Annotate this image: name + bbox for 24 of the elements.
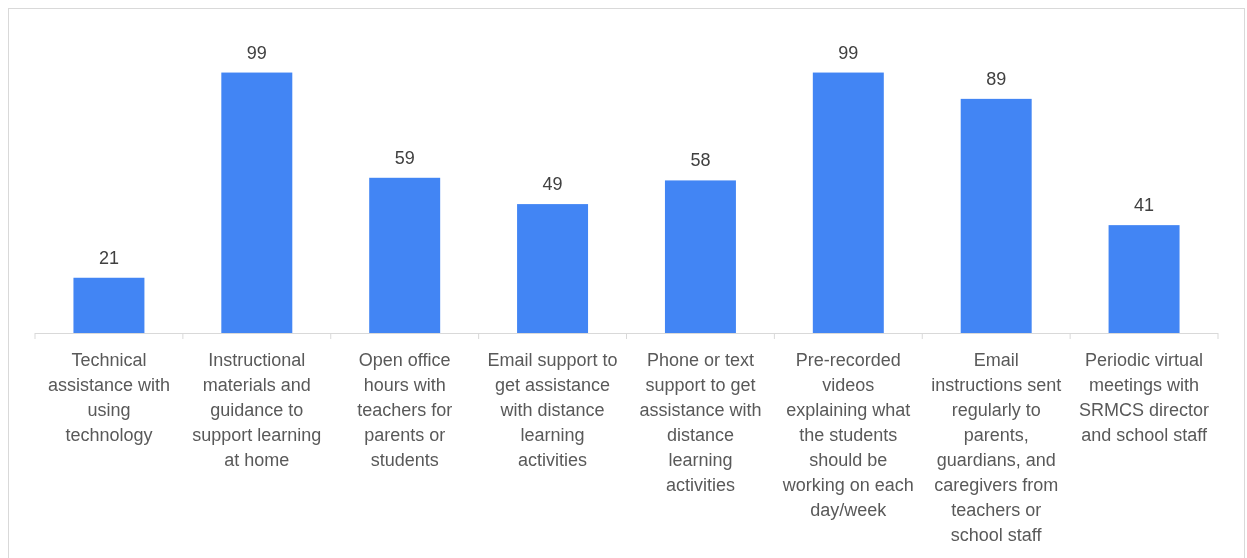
data-label: 99 <box>838 42 859 63</box>
bar <box>960 98 1032 333</box>
data-label: 41 <box>1134 195 1155 216</box>
x-tick-label: Technical assistance with using technology <box>47 350 170 445</box>
x-tick-label: Email support to get assistance with distance learning activities <box>487 350 618 470</box>
x-tick-label: Instructional materials and guidance to support learning at home <box>192 350 322 470</box>
bar <box>221 72 293 333</box>
bar <box>812 72 884 333</box>
bar <box>369 177 441 333</box>
x-tick-label: Open office hours with teachers for parents or students <box>357 350 453 470</box>
bar <box>664 180 736 333</box>
data-label: 99 <box>246 42 267 63</box>
x-tick-label: Email instructions sent regularly to parents, guardians, and caregivers from teachers or school staff <box>931 350 1062 545</box>
data-label: 21 <box>98 247 119 268</box>
data-label: 58 <box>690 150 711 171</box>
data-label: 49 <box>542 174 563 195</box>
data-label: 89 <box>986 68 1007 89</box>
x-tick-label: Phone or text support to get assistance with distance learning activities <box>639 350 762 495</box>
data-label: 59 <box>394 147 415 168</box>
bar <box>73 277 145 333</box>
x-tick-label: Pre-recorded videos explaining what the students should be working on each day/week <box>781 350 914 520</box>
bar <box>517 204 589 333</box>
bar <box>1108 225 1180 333</box>
x-tick-label: Periodic virtual meetings with SRMCS director and school staff <box>1079 350 1210 445</box>
